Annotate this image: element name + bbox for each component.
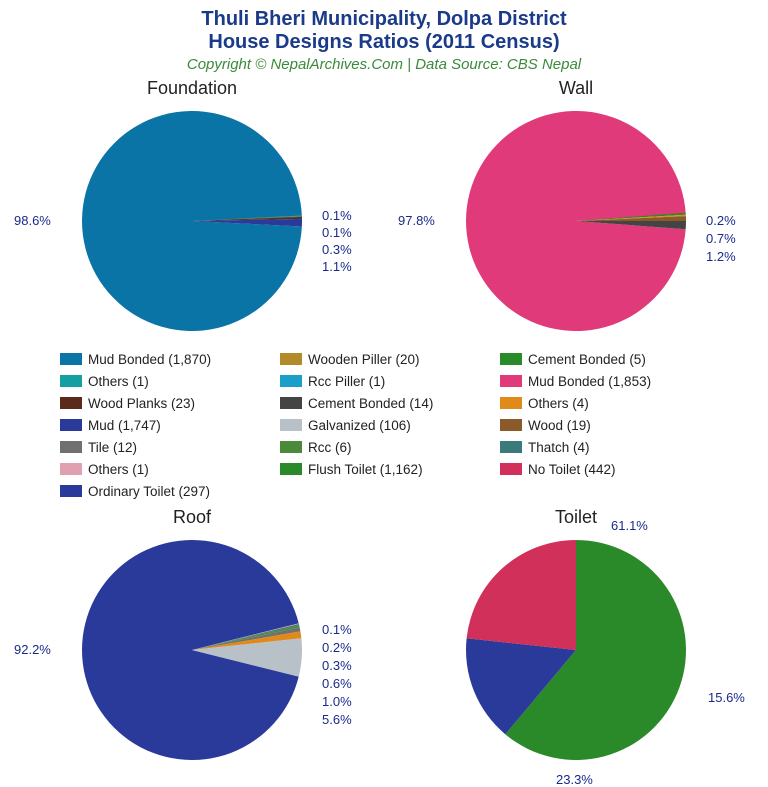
legend-swatch xyxy=(280,375,302,387)
roof-pie: 92.2%0.1%0.2%0.3%0.6%1.0%5.6% xyxy=(72,530,312,770)
legend-swatch xyxy=(500,441,522,453)
legend-item: Others (1) xyxy=(60,459,268,479)
legend-label: Wood (19) xyxy=(528,418,591,433)
legend-swatch xyxy=(280,419,302,431)
slice-label: 97.8% xyxy=(398,213,435,228)
wall-title: Wall xyxy=(559,78,593,99)
title-line-1: Thuli Bheri Municipality, Dolpa District xyxy=(0,8,768,31)
wall-pie: 97.8%0.2%0.7%1.2% xyxy=(456,101,696,341)
toilet-pie: 61.1%15.6%23.3% xyxy=(456,530,696,770)
legend-label: Flush Toilet (1,162) xyxy=(308,462,423,477)
legend-label: Tile (12) xyxy=(88,440,137,455)
legend-label: Rcc (6) xyxy=(308,440,352,455)
legend-swatch xyxy=(60,441,82,453)
legend-swatch xyxy=(60,397,82,409)
legend-swatch xyxy=(60,419,82,431)
legend-label: Mud Bonded (1,870) xyxy=(88,352,211,367)
legend-label: Others (4) xyxy=(528,396,589,411)
legend-label: Wooden Piller (20) xyxy=(308,352,420,367)
legend-item: Others (4) xyxy=(500,393,708,413)
legend-item: Wood (19) xyxy=(500,415,708,435)
legend-swatch xyxy=(280,441,302,453)
slice-label: 15.6% xyxy=(708,690,745,705)
slice-label: 5.6% xyxy=(322,712,352,727)
pie-slice xyxy=(467,540,576,650)
chart-container: Thuli Bheri Municipality, Dolpa District… xyxy=(0,0,768,768)
slice-label: 1.1% xyxy=(322,259,352,274)
slice-label: 0.1% xyxy=(322,622,352,637)
legend-swatch xyxy=(500,397,522,409)
slice-label: 1.0% xyxy=(322,694,352,709)
title-block: Thuli Bheri Municipality, Dolpa District… xyxy=(0,0,768,73)
legend-label: Mud (1,747) xyxy=(88,418,161,433)
legend-item: Ordinary Toilet (297) xyxy=(60,481,268,501)
legend-swatch xyxy=(500,375,522,387)
slice-label: 0.6% xyxy=(322,676,352,691)
legend-label: Wood Planks (23) xyxy=(88,396,195,411)
slice-label: 98.6% xyxy=(14,213,51,228)
legend-label: Galvanized (106) xyxy=(308,418,411,433)
legend-swatch xyxy=(60,485,82,497)
legend-label: Rcc Piller (1) xyxy=(308,374,385,389)
slice-label: 0.3% xyxy=(322,242,352,257)
slice-label: 0.1% xyxy=(322,225,352,240)
legend-item: Galvanized (106) xyxy=(280,415,488,435)
slice-label: 0.2% xyxy=(706,213,736,228)
roof-cell: Roof 92.2%0.1%0.2%0.3%0.6%1.0%5.6% xyxy=(0,507,384,770)
legend-label: Cement Bonded (14) xyxy=(308,396,433,411)
legend-item: Mud Bonded (1,870) xyxy=(60,349,268,369)
legend-item: Thatch (4) xyxy=(500,437,708,457)
foundation-title: Foundation xyxy=(147,78,237,99)
legend-item: Cement Bonded (14) xyxy=(280,393,488,413)
legend-label: Mud Bonded (1,853) xyxy=(528,374,651,389)
legend-swatch xyxy=(280,353,302,365)
legend-item: Tile (12) xyxy=(60,437,268,457)
slice-label: 1.2% xyxy=(706,249,736,264)
legend-label: Thatch (4) xyxy=(528,440,590,455)
legend-item: Rcc Piller (1) xyxy=(280,371,488,391)
legend-swatch xyxy=(60,353,82,365)
slice-label: 0.7% xyxy=(706,231,736,246)
legend-item: Flush Toilet (1,162) xyxy=(280,459,488,479)
legend-label: Others (1) xyxy=(88,462,149,477)
slice-label: 92.2% xyxy=(14,642,51,657)
legend-label: Ordinary Toilet (297) xyxy=(88,484,210,499)
legend-swatch xyxy=(500,463,522,475)
legend-item: No Toilet (442) xyxy=(500,459,708,479)
legend-swatch xyxy=(280,463,302,475)
wall-cell: Wall 97.8%0.2%0.7%1.2% xyxy=(384,78,768,341)
slice-label: 0.3% xyxy=(322,658,352,673)
legend-swatch xyxy=(500,419,522,431)
legend-swatch xyxy=(500,353,522,365)
legend-label: Cement Bonded (5) xyxy=(528,352,646,367)
toilet-cell: Toilet 61.1%15.6%23.3% xyxy=(384,507,768,770)
legend-label: No Toilet (442) xyxy=(528,462,616,477)
title-line-2: House Designs Ratios (2011 Census) xyxy=(0,31,768,54)
legend-item: Wood Planks (23) xyxy=(60,393,268,413)
legend-swatch xyxy=(280,397,302,409)
slice-label: 0.2% xyxy=(322,640,352,655)
slice-label: 23.3% xyxy=(556,772,593,787)
legend-item: Others (1) xyxy=(60,371,268,391)
legend-item: Mud Bonded (1,853) xyxy=(500,371,708,391)
legend-swatch xyxy=(60,463,82,475)
slice-label: 61.1% xyxy=(611,518,648,533)
legend-swatch xyxy=(60,375,82,387)
legend: Mud Bonded (1,870) Others (1) Wood Planks … xyxy=(0,341,768,507)
legend-item: Wooden Piller (20) xyxy=(280,349,488,369)
legend-item: Rcc (6) xyxy=(280,437,488,457)
legend-item: Mud (1,747) xyxy=(60,415,268,435)
slice-label: 0.1% xyxy=(322,208,352,223)
foundation-cell: Foundation 98.6%0.1%0.1%0.3%1.1% xyxy=(0,78,384,341)
foundation-pie: 98.6%0.1%0.1%0.3%1.1% xyxy=(72,101,312,341)
legend-label: Others (1) xyxy=(88,374,149,389)
toilet-title: Toilet xyxy=(555,507,597,528)
roof-title: Roof xyxy=(173,507,211,528)
legend-item: Cement Bonded (5) xyxy=(500,349,708,369)
charts-grid: Foundation 98.6%0.1%0.1%0.3%1.1% Wall 97… xyxy=(0,78,768,760)
subtitle: Copyright © NepalArchives.Com | Data Sou… xyxy=(0,56,768,73)
